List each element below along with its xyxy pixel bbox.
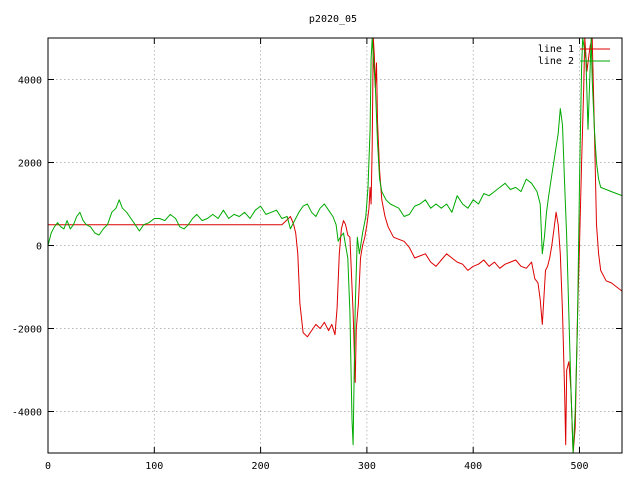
y-tick-label: -4000 bbox=[12, 408, 42, 419]
legend-entry: line 1 bbox=[538, 44, 610, 55]
chart-title: p2020_05 bbox=[309, 14, 357, 25]
x-tick-label: 300 bbox=[358, 461, 376, 472]
y-tick-label: 2000 bbox=[18, 159, 42, 170]
x-tick-label: 500 bbox=[570, 461, 588, 472]
plot-frame bbox=[47, 37, 623, 454]
x-tick-label: 0 bbox=[45, 461, 51, 472]
tick-layer: 0 100 200 300 400 500 -4000 -2000 0 2000 4000 bbox=[12, 38, 622, 472]
x-tick-label: 200 bbox=[252, 461, 270, 472]
legend-label: line 2 bbox=[538, 56, 574, 67]
y-tick-label: -2000 bbox=[12, 325, 42, 336]
frame-layer bbox=[47, 37, 623, 454]
grid-layer bbox=[48, 38, 622, 453]
x-tick-label: 100 bbox=[145, 461, 163, 472]
series-line-1 bbox=[48, 38, 622, 453]
legend-entry: line 2 bbox=[538, 56, 610, 67]
series-line-2 bbox=[48, 38, 622, 453]
legend-label: line 1 bbox=[538, 44, 574, 55]
series-layer bbox=[48, 38, 622, 453]
y-tick-label: 0 bbox=[36, 242, 42, 253]
y-tick-label: 4000 bbox=[18, 76, 42, 87]
x-tick-label: 400 bbox=[464, 461, 482, 472]
